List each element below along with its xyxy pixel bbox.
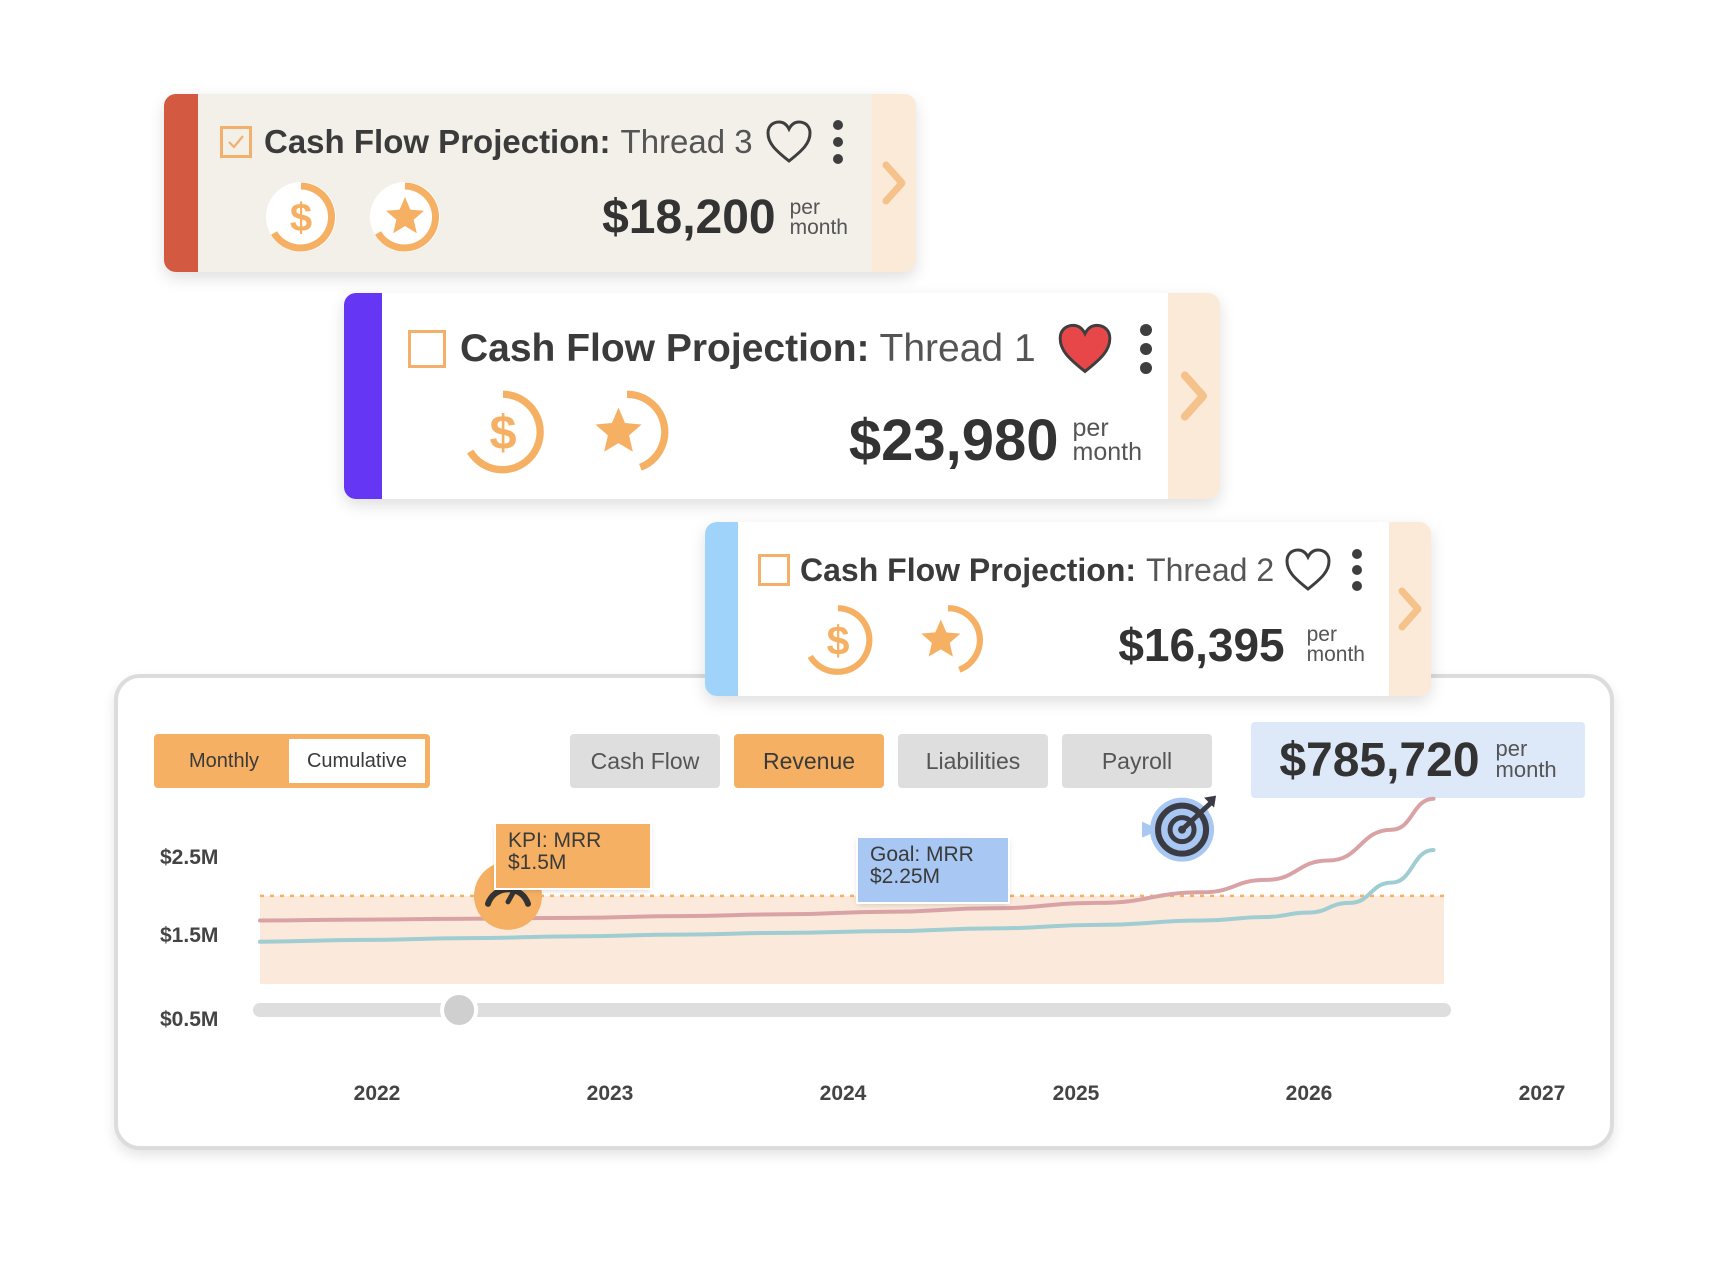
month-text: month bbox=[1495, 757, 1557, 782]
projection-card-thread-1[interactable]: Cash Flow Projection: Thread 1 $ $23,980… bbox=[344, 293, 1220, 499]
tab-revenue[interactable]: Revenue bbox=[734, 734, 884, 788]
chevron-right-icon bbox=[882, 161, 906, 205]
card-checkbox[interactable] bbox=[408, 330, 446, 368]
x-tick-label: 2026 bbox=[1285, 1082, 1333, 1105]
y-tick-label: $0.5M bbox=[160, 1008, 219, 1031]
series-line-2 bbox=[258, 848, 1436, 944]
card-amount: $16,395 bbox=[1118, 619, 1285, 671]
timeline-slider-handle[interactable] bbox=[440, 991, 479, 1029]
card-amount-row: $23,980 per month bbox=[849, 407, 1142, 474]
view-mode-toggle: Monthly Cumulative bbox=[154, 734, 430, 788]
dollar-icon: $ bbox=[807, 605, 873, 675]
card-checkbox[interactable] bbox=[220, 126, 252, 158]
per-month-label: per month bbox=[1495, 736, 1557, 782]
card-open-arrow[interactable] bbox=[872, 94, 916, 272]
card-color-stripe bbox=[344, 293, 382, 499]
card-amount-row: $16,395 per month bbox=[1118, 618, 1365, 672]
per-text: per bbox=[1072, 413, 1109, 442]
per-text: per bbox=[1306, 623, 1337, 647]
y-tick-label: $1.5M bbox=[160, 924, 219, 947]
card-amount: $23,980 bbox=[848, 408, 1059, 473]
tab-liabilities[interactable]: Liabilities bbox=[898, 734, 1048, 788]
month-text: month bbox=[1306, 643, 1365, 666]
goal-callout-title: Goal: MRR bbox=[870, 843, 974, 866]
y-tick-label: $2.5M bbox=[160, 846, 219, 869]
projection-dashboard: Monthly Cumulative Cash Flow Revenue Lia… bbox=[114, 674, 1614, 1150]
goal-callout: Goal: MRR $2.25M bbox=[858, 838, 1008, 902]
card-thread-name: Thread 2 bbox=[1146, 551, 1275, 588]
tab-cash-flow[interactable]: Cash Flow bbox=[570, 734, 720, 788]
card-open-arrow[interactable] bbox=[1168, 293, 1220, 499]
chevron-right-icon bbox=[1180, 371, 1208, 421]
total-summary-box: $785,720 per month bbox=[1251, 722, 1585, 798]
month-text: month bbox=[789, 215, 848, 239]
tab-payroll[interactable]: Payroll bbox=[1062, 734, 1212, 788]
toggle-cumulative[interactable]: Cumulative bbox=[289, 739, 425, 783]
per-text: per bbox=[1495, 736, 1528, 762]
card-title: Cash Flow Projection: bbox=[264, 123, 611, 160]
goal-callout-value: $2.25M bbox=[870, 865, 941, 889]
card-open-arrow[interactable] bbox=[1389, 522, 1431, 696]
checkmark-icon bbox=[228, 135, 244, 149]
star-icon bbox=[921, 605, 983, 673]
card-title: Cash Flow Projection: bbox=[460, 327, 870, 370]
card-color-stripe bbox=[164, 94, 198, 272]
card-amount-row: $18,200 per month bbox=[602, 190, 848, 245]
kpi-callout: KPI: MRR $1.5M bbox=[496, 824, 650, 888]
x-tick-label: 2023 bbox=[586, 1082, 634, 1105]
more-options-icon[interactable] bbox=[1352, 549, 1363, 591]
toggle-monthly[interactable]: Monthly bbox=[188, 749, 260, 772]
x-tick-label: 2022 bbox=[353, 1082, 401, 1105]
card-checkbox[interactable] bbox=[758, 554, 790, 586]
card-title: Cash Flow Projection: bbox=[800, 551, 1137, 588]
card-amount: $18,200 bbox=[602, 191, 776, 244]
card-title-row: Cash Flow Projection: Thread 2 bbox=[758, 548, 1363, 592]
dollar-icon: $ bbox=[266, 182, 336, 252]
svg-text:$: $ bbox=[489, 406, 516, 460]
per-month-label: per month bbox=[789, 195, 848, 239]
svg-text:$: $ bbox=[290, 196, 312, 240]
card-body: Cash Flow Projection: Thread 3 $ $18,200… bbox=[198, 94, 872, 272]
projection-card-thread-3[interactable]: Cash Flow Projection: Thread 3 $ $18,200… bbox=[164, 94, 916, 272]
more-options-icon[interactable] bbox=[832, 120, 843, 164]
x-tick-label: 2027 bbox=[1518, 1082, 1566, 1105]
series-line-1 bbox=[258, 796, 1436, 923]
chevron-right-icon bbox=[1398, 587, 1422, 631]
card-body: Cash Flow Projection: Thread 1 $ $23,980… bbox=[382, 293, 1168, 499]
kpi-callout-value: $1.5M bbox=[508, 851, 567, 875]
revenue-line-chart bbox=[253, 795, 1451, 1029]
more-options-icon[interactable] bbox=[1139, 324, 1152, 374]
kpi-callout-title: KPI: MRR bbox=[508, 829, 602, 852]
star-icon bbox=[595, 390, 669, 471]
heart-outline-icon[interactable] bbox=[1284, 548, 1332, 592]
per-month-label: per month bbox=[1306, 623, 1365, 666]
x-tick-label: 2025 bbox=[1052, 1082, 1100, 1105]
heart-outline-icon[interactable] bbox=[765, 120, 813, 164]
star-icon bbox=[370, 182, 440, 252]
card-body: Cash Flow Projection: Thread 2 $ $16,395… bbox=[738, 522, 1389, 696]
card-title-row: Cash Flow Projection: Thread 3 bbox=[220, 120, 843, 164]
target-icon bbox=[1150, 795, 1217, 862]
per-text: per bbox=[789, 195, 820, 219]
card-title-row: Cash Flow Projection: Thread 1 bbox=[408, 323, 1152, 375]
projection-card-thread-2[interactable]: Cash Flow Projection: Thread 2 $ $16,395… bbox=[705, 522, 1431, 696]
card-thread-name: Thread 3 bbox=[620, 123, 753, 160]
total-amount: $785,720 bbox=[1279, 733, 1480, 787]
x-tick-label: 2024 bbox=[819, 1082, 867, 1105]
card-thread-name: Thread 1 bbox=[879, 327, 1036, 370]
dollar-icon: $ bbox=[467, 390, 544, 474]
card-color-stripe bbox=[705, 522, 738, 696]
month-text: month bbox=[1072, 437, 1142, 466]
heart-filled-icon[interactable] bbox=[1056, 323, 1114, 375]
svg-text:$: $ bbox=[827, 617, 850, 663]
per-month-label: per month bbox=[1072, 413, 1142, 466]
